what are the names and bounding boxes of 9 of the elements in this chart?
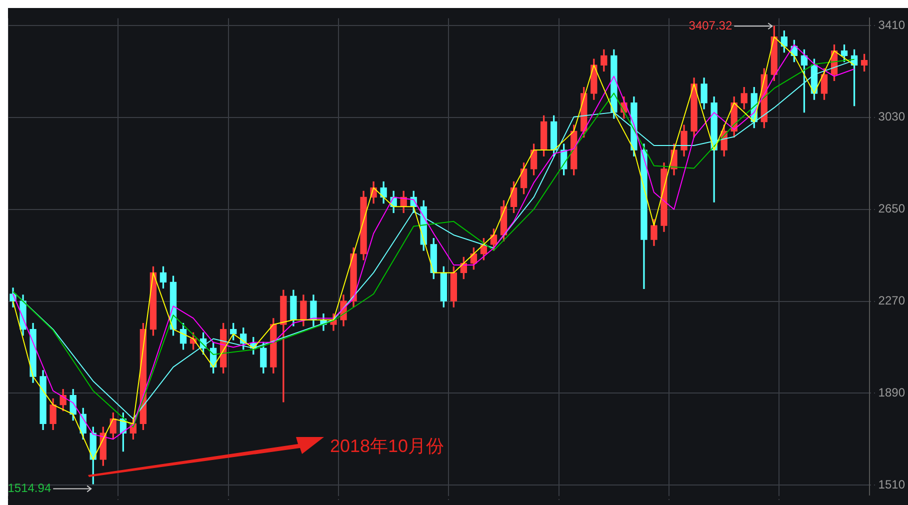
y-tick-label: 3030 [878, 110, 906, 124]
y-tick-label: 2270 [878, 294, 906, 308]
annotation: 1514.94 [8, 481, 52, 496]
y-tick-label: 2650 [878, 202, 906, 216]
y-tick-label: 1890 [878, 386, 906, 400]
annotation: 3407.32 [688, 18, 732, 32]
y-tick-label: 3410 [878, 18, 906, 32]
y-tick-label: 1510 [878, 477, 906, 492]
annotation: 2018年10月份 [330, 435, 444, 458]
